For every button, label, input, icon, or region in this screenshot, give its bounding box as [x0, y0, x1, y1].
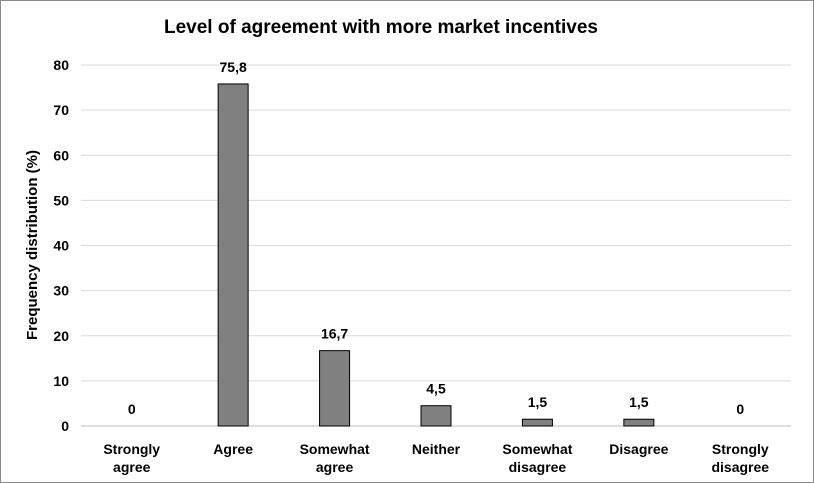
bar — [521, 418, 553, 427]
y-tick-label: 60 — [53, 147, 69, 163]
y-tick-label: 80 — [53, 57, 69, 73]
data-label: 0 — [736, 401, 744, 417]
x-tick-label: Somewhat disagree — [502, 441, 572, 475]
x-tick-label: Agree — [213, 441, 253, 457]
bar — [623, 418, 655, 427]
gridlines — [81, 64, 791, 427]
data-label: 16,7 — [321, 326, 348, 342]
bar — [217, 83, 249, 427]
y-tick-label: 70 — [53, 102, 69, 118]
data-label: 4,5 — [426, 381, 446, 397]
data-label: 75,8 — [220, 59, 247, 75]
x-tick-label: Strongly agree — [103, 441, 160, 475]
x-tick-label: Strongly disagree — [711, 441, 769, 475]
data-label: 1,5 — [528, 394, 548, 410]
y-tick-label: 50 — [53, 192, 69, 208]
bars — [217, 83, 655, 427]
y-axis-label: Frequency distribution (%) — [24, 150, 41, 340]
y-tick-label: 30 — [53, 283, 69, 299]
y-tick-label: 0 — [61, 418, 69, 434]
x-tick-label: Neither — [412, 441, 461, 457]
data-label: 1,5 — [629, 394, 649, 410]
labels: 0 10 20 30 40 50 60 70 80 0 Strongly agree 75,8 Agree… — [53, 57, 769, 475]
y-tick-label: 40 — [53, 238, 69, 254]
x-tick-label: Disagree — [609, 441, 668, 457]
data-label: 0 — [128, 401, 136, 417]
bar — [319, 350, 351, 427]
chart-title: Level of agreement with more market ince… — [164, 17, 598, 38]
y-tick-label: 20 — [53, 328, 69, 344]
x-tick-label: Somewhat agree — [300, 441, 370, 475]
y-tick-label: 10 — [53, 373, 69, 389]
bar — [420, 405, 452, 427]
